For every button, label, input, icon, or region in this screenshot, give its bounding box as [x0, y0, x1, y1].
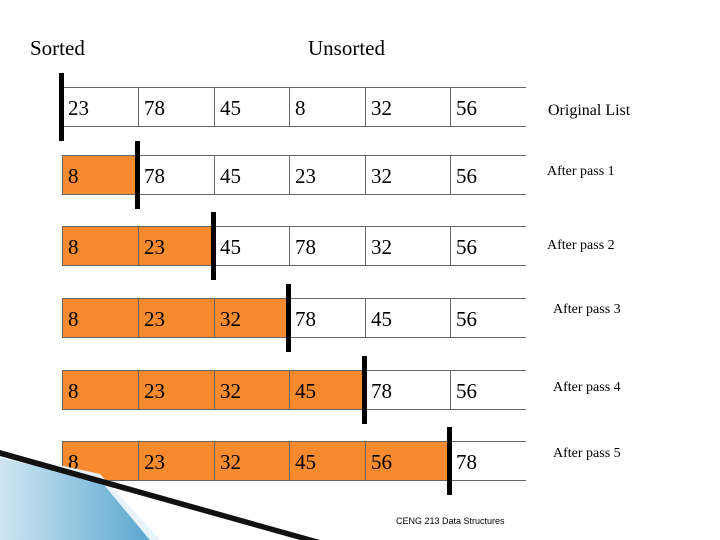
swoosh-dark-band — [0, 450, 320, 540]
unsorted-cell: 56 — [451, 227, 527, 265]
sorted-cell: 32 — [215, 299, 290, 337]
unsorted-cell: 78 — [139, 156, 215, 194]
unsorted-cell: 45 — [215, 88, 290, 126]
array-row: 8 23 32 78 45 56 — [62, 298, 527, 338]
unsorted-cell: 23 — [290, 156, 366, 194]
sorted-boundary-marker — [211, 212, 216, 280]
sorted-cell: 23 — [139, 442, 215, 480]
sorted-cell: 23 — [139, 299, 215, 337]
sorted-boundary-marker — [135, 141, 140, 209]
footer-course-title: CENG 213 Data Structures — [396, 516, 505, 526]
sorted-cell: 56 — [366, 442, 451, 480]
sorted-header: Sorted — [30, 36, 85, 60]
array-row: 8 23 45 78 32 56 — [62, 226, 527, 266]
unsorted-cell: 78 — [290, 227, 366, 265]
unsorted-cell: 56 — [451, 299, 527, 337]
pass-label: After pass 1 — [547, 164, 615, 179]
decorative-swoosh — [0, 450, 320, 540]
sorted-boundary-marker — [362, 356, 367, 424]
pass-label: After pass 5 — [553, 446, 621, 461]
sorted-boundary-marker — [286, 284, 291, 352]
unsorted-cell: 78 — [139, 88, 215, 126]
pass-label: After pass 2 — [547, 238, 615, 253]
unsorted-header: Unsorted — [308, 36, 385, 60]
unsorted-cell: 56 — [451, 156, 527, 194]
unsorted-cell: 78 — [366, 371, 451, 409]
sorted-cell: 8 — [63, 227, 139, 265]
sorted-boundary-marker — [447, 427, 452, 495]
sorted-cell: 45 — [290, 371, 366, 409]
unsorted-cell: 32 — [366, 156, 451, 194]
array-row: 8 78 45 23 32 56 — [62, 155, 527, 195]
unsorted-cell: 78 — [451, 442, 527, 480]
array-row: 8 23 32 45 56 78 — [62, 441, 527, 481]
sorted-cell: 32 — [215, 371, 290, 409]
pass-label: After pass 3 — [553, 302, 621, 317]
unsorted-cell: 45 — [215, 156, 290, 194]
unsorted-cell: 56 — [451, 371, 527, 409]
pass-label: Original List — [548, 102, 631, 119]
pass-label: After pass 4 — [553, 380, 621, 395]
sorted-cell: 8 — [63, 371, 139, 409]
unsorted-cell: 23 — [63, 88, 139, 126]
unsorted-cell: 8 — [290, 88, 366, 126]
unsorted-cell: 45 — [366, 299, 451, 337]
array-row: 8 23 32 45 78 56 — [62, 370, 527, 410]
sorted-cell: 8 — [63, 299, 139, 337]
sorted-cell: 32 — [215, 442, 290, 480]
unsorted-cell: 56 — [451, 88, 527, 126]
swoosh-blue-band — [0, 458, 150, 540]
unsorted-cell: 32 — [366, 88, 451, 126]
sorted-cell: 23 — [139, 227, 215, 265]
unsorted-cell: 45 — [215, 227, 290, 265]
unsorted-cell: 32 — [366, 227, 451, 265]
unsorted-cell: 78 — [290, 299, 366, 337]
sorted-boundary-marker — [59, 73, 64, 141]
sorted-cell: 45 — [290, 442, 366, 480]
sorted-cell: 8 — [63, 156, 139, 194]
swoosh-light-band — [0, 452, 160, 540]
array-row: 23 78 45 8 32 56 — [62, 87, 527, 127]
sorted-cell: 23 — [139, 371, 215, 409]
